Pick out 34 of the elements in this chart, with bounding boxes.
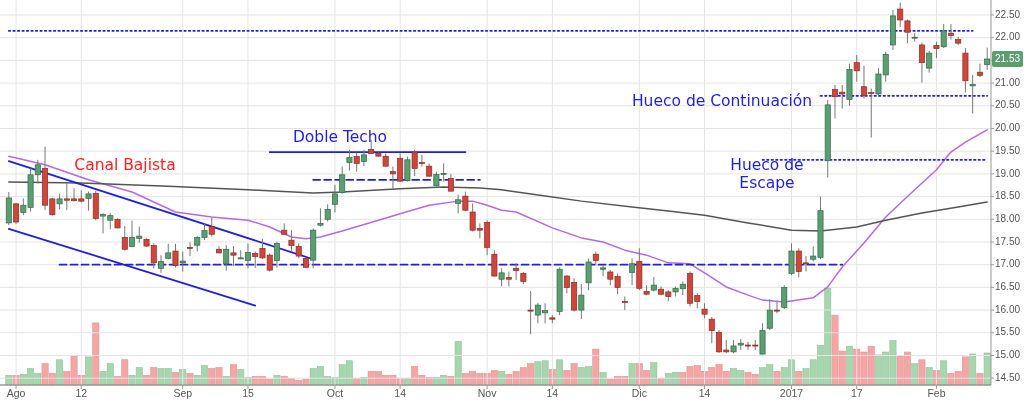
x-tick-label: Nov xyxy=(477,387,498,399)
annotation: Canal Bajista xyxy=(74,155,176,174)
y-tick-label: 16.00 xyxy=(995,303,1021,315)
y-tick-label: 15.50 xyxy=(995,326,1021,338)
y-tick-label: 22.00 xyxy=(995,31,1021,43)
annotation: Doble Techo xyxy=(292,127,388,146)
x-tick-label: 14 xyxy=(546,387,559,399)
y-tick-label: 22.50 xyxy=(995,8,1021,20)
x-tick-label: Ago xyxy=(6,387,26,399)
y-tick-label: 17.50 xyxy=(995,235,1021,247)
x-tick-label: 14 xyxy=(394,387,407,399)
y-tick-label: 15.00 xyxy=(995,349,1021,361)
y-tick-label: 19.00 xyxy=(995,167,1021,179)
annotation: Hueco de Escape xyxy=(730,155,804,192)
y-tick-label: 16.50 xyxy=(995,281,1021,293)
x-tick-label: 15 xyxy=(242,387,254,399)
y-tick-label: 14.50 xyxy=(995,371,1021,383)
y-tick-label: 18.50 xyxy=(995,190,1021,202)
y-tick-label: 18.00 xyxy=(995,212,1021,224)
y-tick-label: 20.00 xyxy=(995,122,1021,134)
x-tick-label: Feb xyxy=(927,387,946,399)
y-tick-label: 21.00 xyxy=(995,76,1021,88)
y-tick-label: 17.00 xyxy=(995,258,1021,270)
x-tick-label: Oct xyxy=(326,387,344,399)
x-tick-label: Dic xyxy=(631,387,647,399)
x-tick-label: 14 xyxy=(698,387,711,399)
annotation: Hueco de Continuación xyxy=(631,91,813,110)
x-tick-label: Sep xyxy=(173,387,193,399)
y-tick-label: 20.50 xyxy=(995,99,1021,111)
y-tick-label: 19.50 xyxy=(995,144,1021,156)
x-tick-label: 12 xyxy=(75,387,88,399)
x-tick-label: 17 xyxy=(850,387,863,399)
text: 21.53 xyxy=(995,52,1021,64)
x-tick-label: 2017 xyxy=(779,387,804,399)
